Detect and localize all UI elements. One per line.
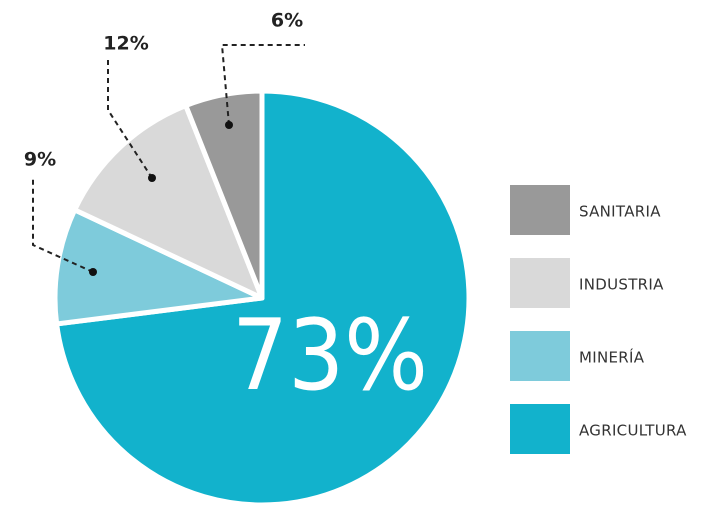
leader-line bbox=[32, 178, 94, 273]
legend-label: AGRICULTURA bbox=[579, 422, 687, 440]
legend-swatch bbox=[510, 258, 570, 308]
data-label: 9% bbox=[24, 149, 56, 171]
data-label: 12% bbox=[103, 33, 148, 55]
leader-dot bbox=[89, 268, 97, 276]
legend-label: INDUSTRIA bbox=[579, 276, 664, 294]
legend-label: SANITARIA bbox=[579, 203, 661, 221]
pie-slice bbox=[52, 207, 265, 327]
data-label: 73% bbox=[232, 299, 428, 413]
pie-slice bbox=[72, 103, 265, 301]
legend-label: MINERÍA bbox=[579, 348, 645, 367]
leader-dot bbox=[225, 121, 233, 129]
leader-dot bbox=[148, 174, 156, 182]
legend-swatch bbox=[510, 404, 570, 454]
data-label: 6% bbox=[271, 10, 303, 32]
pie bbox=[52, 88, 472, 508]
leader-line bbox=[220, 44, 305, 126]
legend-swatch bbox=[510, 331, 570, 381]
legend-swatch bbox=[510, 185, 570, 235]
pie-slice bbox=[183, 88, 265, 301]
